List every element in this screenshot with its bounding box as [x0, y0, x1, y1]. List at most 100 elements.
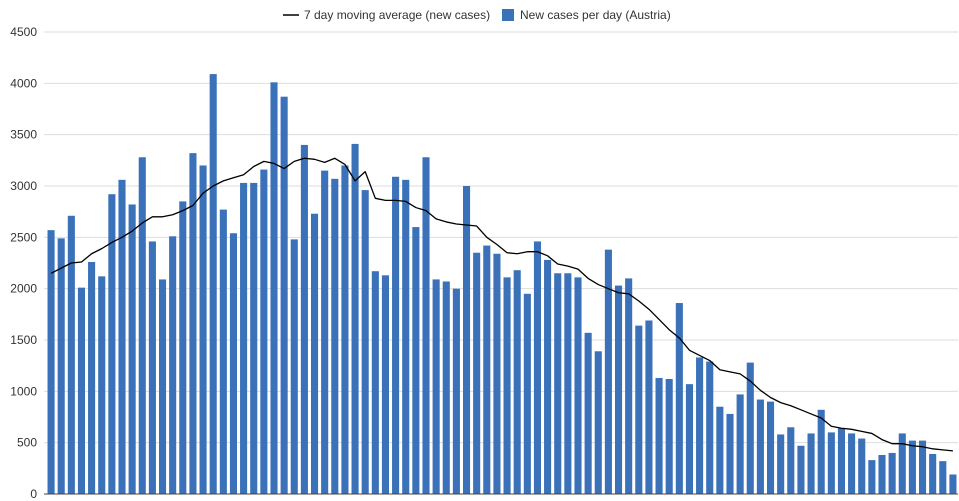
bar: [331, 178, 339, 494]
bar: [473, 252, 481, 494]
bar: [351, 143, 359, 494]
bar: [888, 452, 896, 494]
bar: [696, 357, 704, 494]
bar: [614, 285, 623, 494]
bar: [949, 474, 957, 494]
chart-legend: 7 day moving average (new cases) New cas…: [283, 8, 671, 22]
bar: [787, 427, 795, 494]
bar: [412, 227, 420, 494]
bar: [645, 320, 653, 494]
legend-bar-swatch: [502, 9, 514, 21]
bar: [736, 394, 744, 494]
y-tick-label: 3000: [10, 179, 37, 193]
bar: [685, 384, 694, 494]
legend-label-moving-average: 7 day moving average (new cases): [304, 8, 490, 22]
bar: [260, 169, 268, 494]
bar: [432, 279, 440, 494]
bar: [523, 293, 531, 494]
y-tick-label: 500: [17, 436, 37, 450]
line-series: [50, 157, 953, 452]
bar: [655, 377, 663, 494]
bar: [209, 74, 217, 494]
bar: [908, 440, 916, 494]
bar: [929, 453, 937, 494]
bar: [716, 406, 724, 494]
bar: [77, 287, 86, 494]
bar: [179, 201, 187, 494]
bar: [756, 399, 764, 494]
bar: [807, 433, 815, 494]
bar: [270, 82, 278, 494]
bar: [199, 165, 207, 494]
bar: [98, 276, 106, 494]
bar: [361, 190, 369, 495]
bar: [777, 434, 785, 494]
y-tick-label: 2000: [10, 282, 37, 296]
bar: [280, 96, 288, 495]
bar: [462, 186, 471, 494]
bar: [88, 261, 96, 494]
bar: [67, 215, 75, 494]
bar: [422, 157, 430, 494]
bar: [310, 213, 319, 494]
bar: [250, 182, 258, 495]
bar: [392, 176, 400, 494]
bar: [219, 209, 227, 495]
bar: [381, 275, 390, 494]
bar: [57, 238, 65, 494]
bar-series: [47, 74, 957, 495]
bar: [817, 409, 825, 494]
bar: [564, 273, 572, 494]
bar: [918, 440, 927, 494]
bar: [858, 438, 866, 494]
bar: [574, 277, 582, 494]
y-tick-label: 0: [30, 487, 37, 501]
bar: [189, 153, 197, 494]
bar: [402, 179, 410, 494]
bar: [706, 361, 714, 494]
bar: [635, 325, 643, 494]
bar: [483, 245, 491, 494]
bar: [625, 278, 633, 494]
bar: [240, 182, 248, 495]
bar: [321, 170, 329, 494]
bar: [604, 249, 612, 494]
bar: [47, 230, 55, 494]
bar: [169, 236, 177, 494]
bar: [128, 204, 136, 495]
bar: [797, 445, 805, 494]
bar: [544, 259, 552, 494]
bar: [746, 362, 754, 494]
y-tick-label: 3500: [10, 128, 37, 142]
bar: [300, 144, 308, 494]
bar: [584, 332, 592, 494]
y-axis-ticks: 0 500 1000 1500 2000 2500 3000 3500 4000 4500: [10, 25, 37, 501]
bar: [766, 401, 775, 494]
bar: [837, 428, 846, 494]
bar: [898, 433, 906, 494]
bar: [442, 281, 450, 494]
bar: [452, 288, 460, 494]
bar: [493, 253, 501, 494]
y-tick-label: 4000: [10, 76, 37, 90]
bar: [665, 379, 673, 494]
bar: [371, 271, 379, 494]
y-tick-label: 4500: [10, 25, 37, 39]
bar: [108, 194, 116, 494]
y-tick-label: 1500: [10, 333, 37, 347]
bar: [848, 433, 856, 494]
bar: [118, 179, 126, 494]
bar: [594, 351, 602, 494]
bar: [503, 277, 511, 494]
bar: [513, 270, 521, 494]
bar: [290, 239, 298, 494]
y-tick-label: 2500: [10, 230, 37, 244]
bar: [726, 413, 734, 494]
bar: [341, 165, 349, 494]
legend-label-new-cases: New cases per day (Austria): [520, 8, 671, 22]
bar: [158, 279, 167, 494]
bar: [229, 233, 238, 495]
y-tick-label: 1000: [10, 384, 37, 398]
bar: [675, 303, 683, 494]
